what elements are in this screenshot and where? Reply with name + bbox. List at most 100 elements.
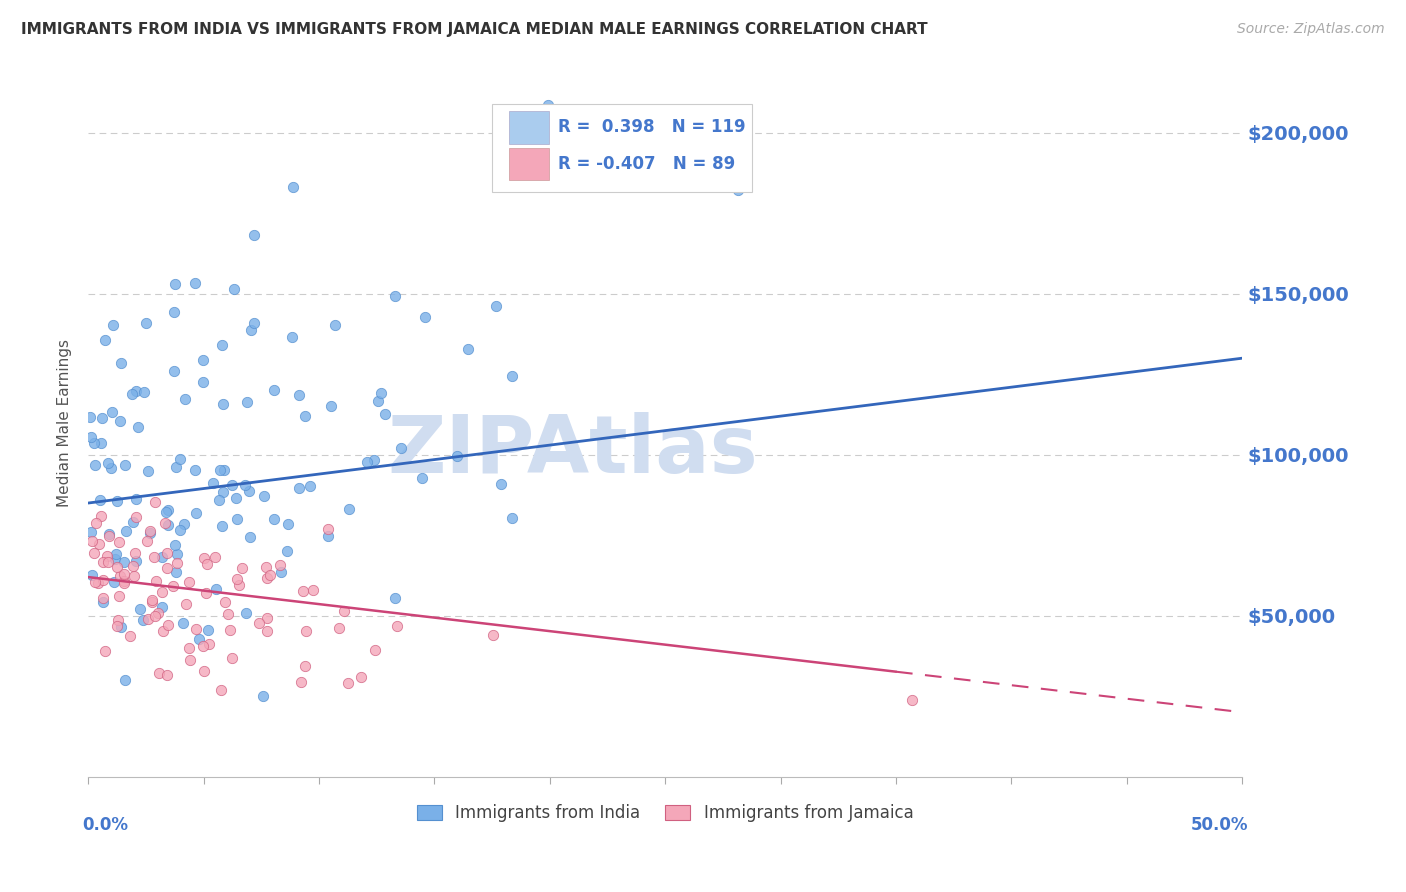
Point [80,430,103,444]
Point [281,330,304,344]
Point [124,546,146,560]
Point [125,491,148,506]
Point [384,591,406,605]
Point [294,409,316,424]
Point [163,538,186,552]
Point [457,342,479,356]
Point [901,693,924,707]
Point [235,607,257,621]
Point [501,511,523,525]
Point [90,509,112,524]
Point [211,397,233,411]
Point [89,493,111,508]
Point [316,529,339,543]
Point [141,595,163,609]
Point [156,546,179,560]
Point [174,598,197,612]
Point [212,463,235,477]
Point [125,510,148,524]
Point [204,582,226,596]
Point [91,555,114,569]
Text: Source: ZipAtlas.com: Source: ZipAtlas.com [1237,22,1385,37]
Point [239,530,262,544]
Point [157,518,180,533]
Point [87,536,110,550]
Point [252,689,274,703]
Point [107,613,129,627]
Point [84,574,107,589]
Point [482,628,505,642]
Point [145,574,167,588]
Point [129,601,152,615]
Point [270,566,292,580]
Point [277,517,299,532]
Point [94,334,117,348]
Point [125,554,148,568]
Point [288,481,311,495]
Point [155,516,177,530]
Point [138,526,160,541]
Point [148,606,170,620]
Point [121,387,143,401]
Point [169,451,191,466]
Point [217,607,239,621]
Point [269,558,291,573]
Point [156,668,179,682]
Point [193,551,215,566]
Point [150,585,173,599]
Point [364,643,387,657]
Point [193,664,215,678]
Point [94,643,117,657]
Point [127,420,149,434]
Point [222,282,245,296]
Point [157,503,180,517]
Point [238,484,260,499]
Point [295,624,318,638]
Point [173,392,195,406]
Point [103,551,125,566]
Point [136,612,159,626]
Point [236,394,259,409]
Point [197,623,219,637]
Point [318,522,340,536]
Point [256,571,278,585]
Point [374,407,396,421]
Point [138,524,160,538]
Point [204,549,226,564]
Point [323,318,346,332]
Point [263,512,285,526]
Point [157,618,180,632]
Point [169,523,191,537]
Point [256,611,278,625]
Point [166,556,188,570]
Point [328,621,350,635]
Point [333,604,356,618]
Point [163,277,186,291]
Point [489,476,512,491]
Point [114,673,136,687]
Point [165,460,187,475]
Text: R = -0.407   N = 89: R = -0.407 N = 89 [558,155,735,173]
Point [367,394,389,409]
Point [132,613,155,627]
Point [166,547,188,561]
Text: IMMIGRANTS FROM INDIA VS IMMIGRANTS FROM JAMAICA MEDIAN MALE EARNINGS CORRELATIO: IMMIGRANTS FROM INDIA VS IMMIGRANTS FROM… [21,22,928,37]
Point [202,475,225,490]
Point [150,549,173,564]
Point [413,310,436,324]
Point [122,568,145,582]
Point [225,512,247,526]
Point [156,561,179,575]
Point [110,355,132,369]
Text: ZIPAtlas: ZIPAtlas [388,412,758,490]
Point [112,555,135,569]
Text: 0.0%: 0.0% [83,815,128,833]
Point [84,516,107,530]
Point [225,491,247,505]
Point [108,568,131,582]
Point [242,316,264,330]
Point [97,555,120,569]
Point [90,435,112,450]
Point [143,550,166,565]
Point [79,410,101,425]
